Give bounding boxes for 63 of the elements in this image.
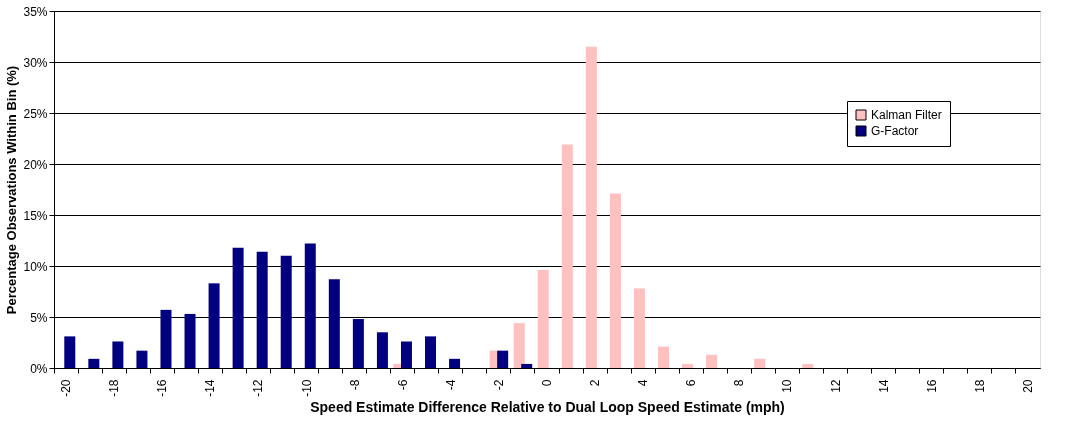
bar: [521, 363, 533, 368]
bar: [585, 46, 597, 368]
bar: [64, 336, 76, 368]
x-tick-label: 8: [732, 379, 747, 387]
y-tick-label: 30%: [23, 55, 48, 70]
bar: [609, 193, 621, 368]
bar: [136, 350, 148, 368]
bar: [400, 341, 412, 368]
y-tick-label: 10%: [23, 259, 48, 274]
x-tick-label: 10: [780, 379, 795, 393]
x-tick-label: -10: [299, 379, 314, 397]
bar: [657, 346, 669, 368]
bar: [256, 251, 268, 368]
bar: [328, 279, 340, 368]
x-tick-label: 12: [828, 379, 843, 393]
x-tick-label: 20: [1020, 379, 1035, 393]
x-tick-label: 4: [636, 379, 651, 387]
x-tick-label: -2: [491, 379, 506, 391]
bar: [280, 255, 292, 368]
x-tick-label: -20: [59, 379, 74, 397]
bar: [537, 270, 549, 368]
bar: [112, 341, 124, 368]
y-axis-title: Percentage Observations Within Bin (%): [4, 65, 20, 315]
x-tick-label: -8: [347, 379, 362, 391]
bar: [802, 363, 814, 368]
x-tick-label: 16: [924, 379, 939, 393]
bar: [208, 283, 220, 368]
bar: [633, 288, 645, 368]
bar: [376, 332, 388, 368]
x-tick-label: -18: [107, 379, 122, 397]
y-tick-label: 0%: [30, 361, 48, 376]
bar: [304, 243, 316, 368]
bar: [513, 323, 525, 368]
bar: [449, 358, 461, 368]
x-tick-label: 0: [540, 379, 554, 387]
y-tick-label: 25%: [23, 106, 48, 121]
x-tick-label: -14: [203, 379, 218, 397]
y-tick-label: 5%: [30, 310, 48, 325]
x-tick-label: -12: [251, 379, 266, 397]
x-tick-label: -4: [443, 379, 458, 391]
y-tick-label: 35%: [23, 4, 48, 19]
legend-label: Kalman Filter: [871, 108, 942, 122]
y-tick-label: 20%: [23, 157, 48, 172]
bar: [352, 319, 364, 368]
bar: [232, 247, 244, 368]
bar: [561, 144, 573, 368]
bar: [88, 358, 100, 368]
bar: [754, 358, 766, 368]
bar: [160, 309, 172, 368]
x-tick-label: -16: [155, 379, 170, 397]
bar: [425, 336, 437, 368]
bar: [497, 350, 509, 368]
x-axis-title: Speed Estimate Difference Relative to Dual Loop Speed Estimate (mph): [310, 398, 785, 415]
x-tick-label: 18: [972, 379, 987, 393]
x-tick-label: 6: [684, 379, 699, 387]
x-tick-label: -6: [395, 379, 410, 391]
bar: [184, 313, 196, 368]
bar: [706, 354, 718, 368]
x-tick-label: 2: [588, 379, 603, 387]
legend-label: G-Factor: [871, 124, 919, 138]
bar: [682, 363, 694, 368]
x-tick-label: 14: [876, 379, 891, 393]
y-tick-label: 15%: [23, 208, 48, 223]
